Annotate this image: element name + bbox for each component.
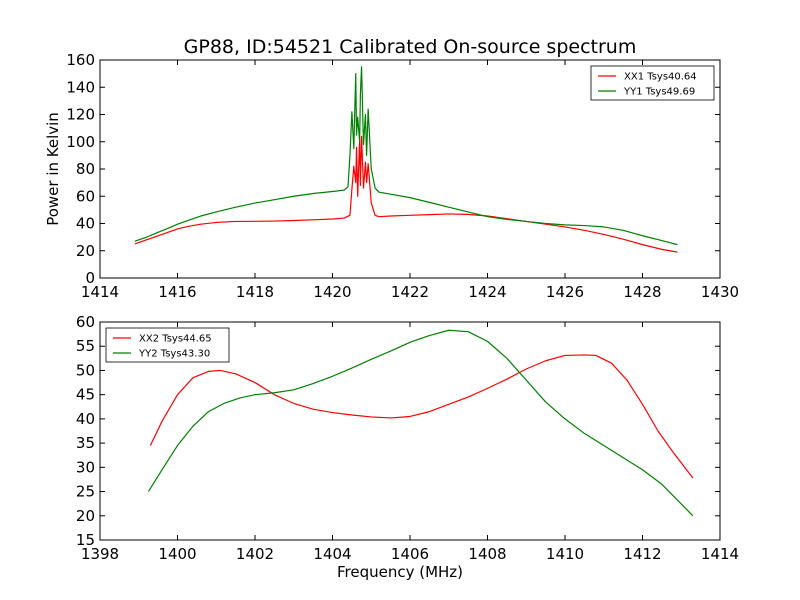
chart-title: GP88, ID:54521 Calibrated On-source spec… [184, 36, 637, 58]
legend-box [105, 327, 230, 363]
y-tick-label: 20 [76, 507, 95, 525]
y-tick-label: 20 [76, 242, 95, 260]
x-tick-label: 1430 [701, 283, 739, 301]
x-tick-label: 1422 [391, 283, 429, 301]
y-tick-label: 25 [76, 483, 95, 501]
y-tick-label: 15 [76, 531, 95, 549]
y-tick-label: 45 [76, 386, 95, 404]
x-tick-label: 1402 [236, 545, 274, 563]
y-tick-label: 60 [76, 313, 95, 331]
x-tick-label: 1428 [623, 283, 661, 301]
legend-box [590, 65, 715, 101]
x-tick-label: 1408 [468, 545, 506, 563]
x-tick-label: 1410 [546, 545, 584, 563]
x-tick-label: 1406 [391, 545, 429, 563]
legend-label: YY2 Tsys43.30 [138, 349, 210, 360]
legend-label: XX2 Tsys44.65 [139, 334, 212, 345]
y-tick-label: 0 [85, 269, 95, 287]
legend: XX1 Tsys40.64 YY1 Tsys49.69 [590, 65, 715, 101]
x-tick-label: 1414 [81, 283, 119, 301]
y-tick-label: 50 [76, 361, 95, 379]
series-line-1-2 [134, 66, 678, 246]
y-tick-label: 35 [76, 434, 95, 452]
x-tick-label: 1412 [623, 545, 661, 563]
y-tick-label: 40 [76, 215, 95, 233]
y-tick-label: 120 [66, 106, 95, 124]
x-axis-label: Frequency (MHz) [337, 563, 463, 581]
legend-label: YY1 Tsys49.69 [623, 87, 695, 98]
x-tick-label: 1400 [158, 545, 196, 563]
plot-area: 1414 1416 1418 1420 1422 1424 1426 1428 1430 0 20 4… [44, 51, 739, 581]
x-tick-label: 1426 [546, 283, 584, 301]
x-tick-label: 1414 [701, 545, 739, 563]
y-axis-label: Power in Kelvin [44, 112, 62, 226]
chart-panel-2: 1398 1400 1402 1404 1406 1408 1410 1412 1414 15 20… [76, 313, 739, 581]
x-tick-label: 1420 [313, 283, 351, 301]
series-line-2-1 [149, 354, 694, 479]
x-tick-label: 1398 [81, 545, 119, 563]
x-tick-label: 1418 [236, 283, 274, 301]
x-tick-label: 1416 [158, 283, 196, 301]
x-tick-label: 1404 [313, 545, 351, 563]
y-tick-label: 100 [66, 133, 95, 151]
legend: XX2 Tsys44.65 YY2 Tsys43.30 [105, 327, 230, 363]
y-tick-label: 160 [66, 51, 95, 69]
chart-panel-1: 1414 1416 1418 1420 1422 1424 1426 1428 1430 0 20 4… [44, 51, 739, 301]
y-tick-label: 80 [76, 160, 95, 178]
legend-label: XX1 Tsys40.64 [624, 72, 697, 83]
y-tick-label: 40 [76, 410, 95, 428]
y-tick-label: 30 [76, 458, 95, 476]
series-line-2-2 [147, 329, 694, 517]
y-tick-label: 140 [66, 78, 95, 96]
y-tick-label: 60 [76, 187, 95, 205]
x-tick-label: 1424 [468, 283, 506, 301]
y-tick-label: 55 [76, 337, 95, 355]
